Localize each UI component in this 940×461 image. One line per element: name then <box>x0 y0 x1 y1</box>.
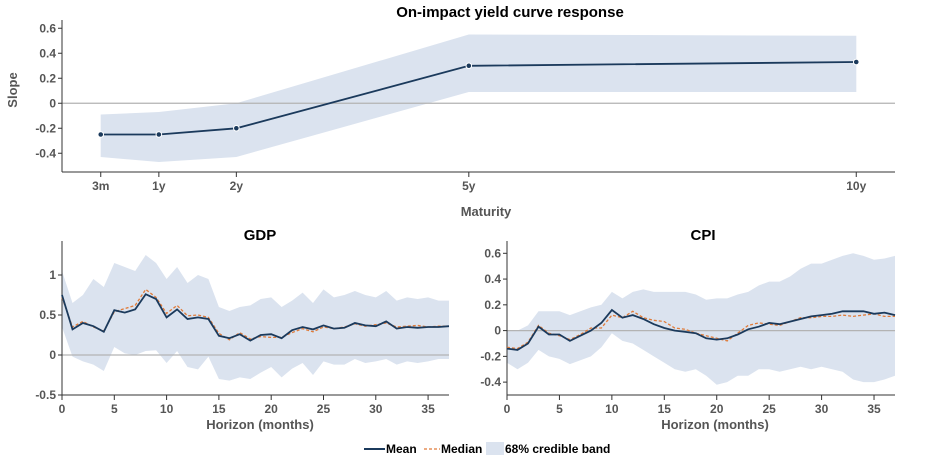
gdp-xtick-label: 5 <box>111 402 118 416</box>
yield-curve-xlabel: Maturity <box>461 204 512 219</box>
yield-curve-plot-area: -0.4 -0.2 0 0.2 0.4 0.6 3m 1y 2y 5y 10y <box>35 20 895 193</box>
cpi-xlabel: Horizon (months) <box>661 417 769 432</box>
gdp-ytick-label: 1 <box>49 268 56 282</box>
cpi-mean-line <box>506 308 896 351</box>
legend-band-swatch <box>486 442 504 455</box>
yield-curve-mean-point <box>233 124 240 132</box>
yield-curve-xtick-label: 10y <box>846 179 866 193</box>
gdp-plot-area: -0.500.510 5 10 15 20 25 30 35 <box>35 241 450 416</box>
yield-curve-xtick-label: 3m <box>92 179 109 193</box>
cpi-xtick-label: 10 <box>605 402 619 416</box>
gdp-xtick-label: 15 <box>212 402 226 416</box>
yield-curve-ytick-label: 0.4 <box>39 46 56 60</box>
gdp-mean-line <box>61 293 450 342</box>
gdp-title: GDP <box>244 227 277 244</box>
legend-mean-label: Mean <box>386 442 417 456</box>
cpi-ytick-label: 0 <box>494 324 501 338</box>
cpi-plot-area: -0.4 -0.2 0 0.2 0.4 0.6 0 5 10 15 20 25 30 35 <box>480 241 896 416</box>
gdp-xtick-label: 35 <box>421 402 435 416</box>
yield-curve-panel: On-impact yield curve response Slope Mat… <box>5 4 895 219</box>
yield-curve-ytick-label: 0 <box>49 96 56 110</box>
yield-curve-credible-band <box>100 34 857 162</box>
gdp-ytick-label: 0.5 <box>39 308 56 322</box>
cpi-xtick-label: 20 <box>710 402 724 416</box>
cpi-ytick-label: -0.4 <box>480 375 501 389</box>
yield-curve-xtick-label: 5y <box>462 179 476 193</box>
gdp-panel: GDP Horizon (months) -0.500.510 5 10 15 20 25… <box>35 227 450 432</box>
cpi-panel: CPI Horizon (months) -0.4 -0.2 0 0.2 0.4 0.6 0… <box>480 227 896 432</box>
yield-curve-mean-point <box>155 131 163 138</box>
cpi-median-line <box>506 310 895 350</box>
cpi-xtick-label: 5 <box>556 402 563 416</box>
cpi-xtick-label: 30 <box>815 402 829 416</box>
yield-curve-ytick-label: -0.4 <box>35 146 56 160</box>
gdp-xtick-label: 20 <box>265 402 279 416</box>
cpi-ytick-label: 0.4 <box>484 272 501 286</box>
yield-curve-mean-point <box>97 131 105 138</box>
yield-curve-mean-point <box>852 58 860 66</box>
legend-band-label: 68% credible band <box>505 442 610 456</box>
gdp-ytick-label: 0 <box>49 348 56 362</box>
yield-curve-ylabel: Slope <box>5 72 20 107</box>
cpi-ytick-label: -0.2 <box>480 349 501 363</box>
yield-curve-xtick-label: 2y <box>230 179 244 193</box>
yield-curve-ytick-label: 0.2 <box>39 71 56 85</box>
cpi-xtick-label: 0 <box>504 402 511 416</box>
cpi-ytick-label: 0.2 <box>484 298 501 312</box>
gdp-xlabel: Horizon (months) <box>206 417 314 432</box>
yield-curve-ytick-label: -0.2 <box>35 121 56 135</box>
yield-curve-mean-point <box>465 62 473 70</box>
cpi-title: CPI <box>690 227 715 244</box>
cpi-ytick-label: 0.6 <box>484 246 501 260</box>
yield-curve-ytick-label: 0.6 <box>39 21 56 35</box>
gdp-ytick-label: -0.5 <box>35 388 56 402</box>
cpi-credible-band <box>507 253 895 385</box>
legend-median-label: Median <box>441 442 482 456</box>
gdp-xtick-label: 30 <box>369 402 383 416</box>
cpi-xtick-label: 35 <box>867 402 881 416</box>
gdp-xtick-label: 25 <box>317 402 331 416</box>
yield-curve-title: On-impact yield curve response <box>396 4 624 21</box>
gdp-credible-band <box>62 255 449 381</box>
cpi-xtick-label: 15 <box>658 402 672 416</box>
cpi-xtick-label: 25 <box>762 402 776 416</box>
legend: Mean Median 68% credible band <box>364 442 610 456</box>
gdp-xtick-label: 10 <box>160 402 174 416</box>
yield-curve-xtick-label: 1y <box>152 179 166 193</box>
gdp-xtick-label: 0 <box>59 402 66 416</box>
